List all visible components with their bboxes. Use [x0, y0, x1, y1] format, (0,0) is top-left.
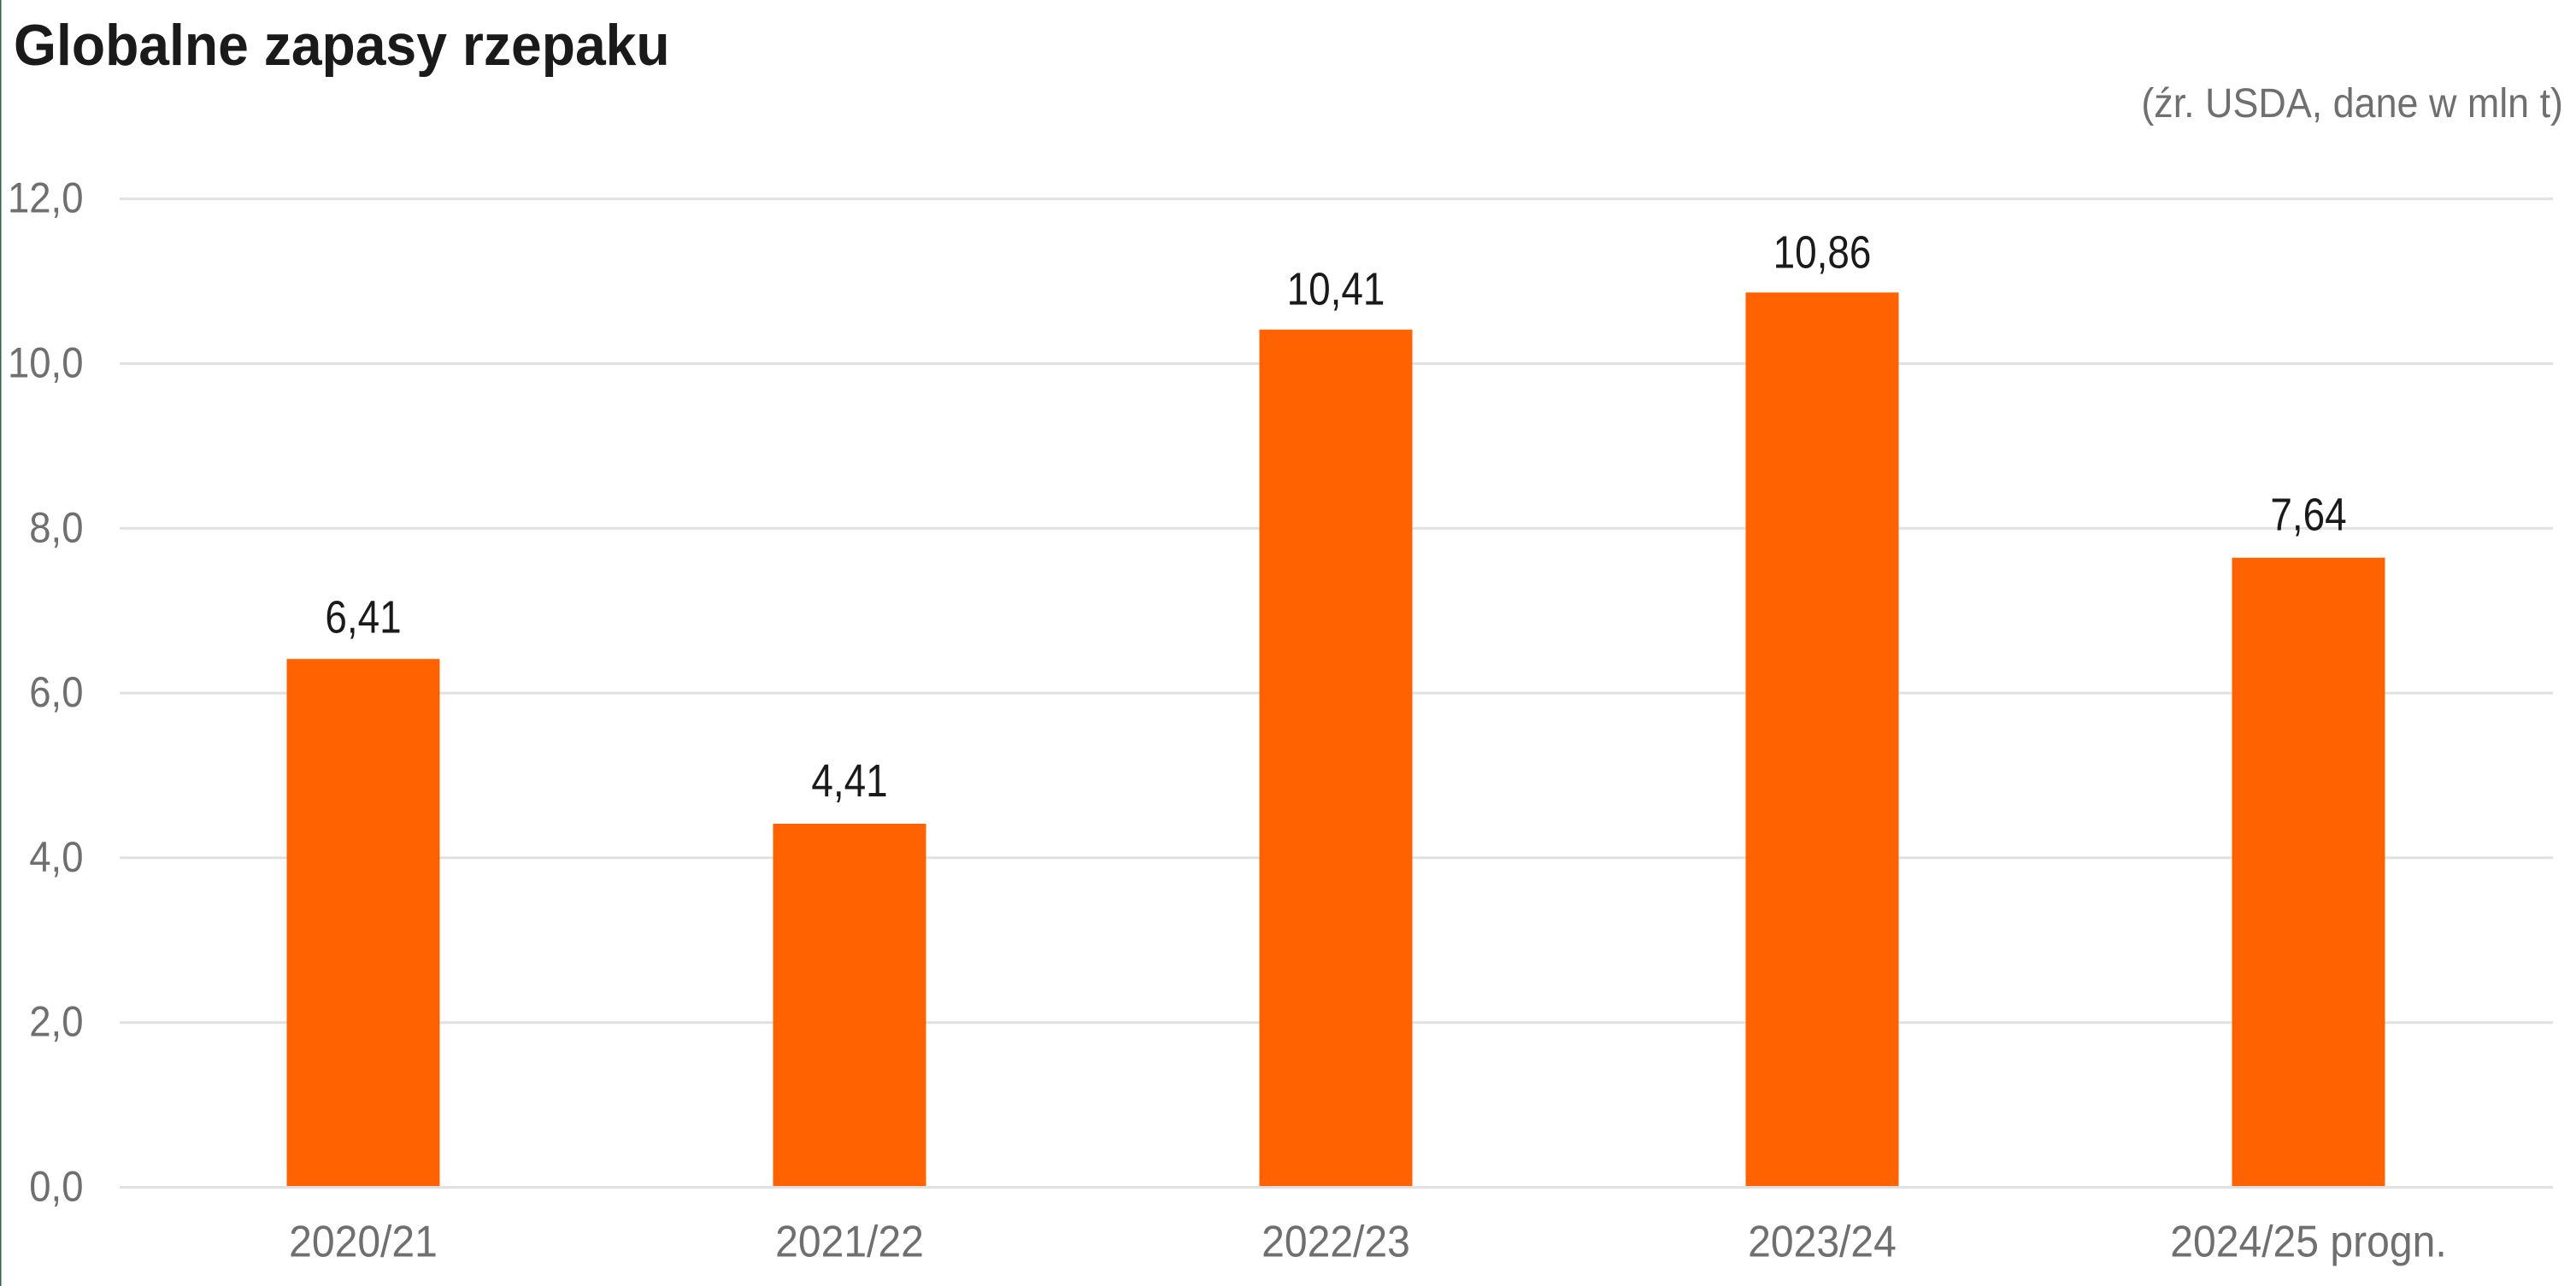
svg-text:2024/25 progn.: 2024/25 progn.: [2170, 1217, 2447, 1266]
svg-text:6,0: 6,0: [29, 669, 83, 716]
svg-text:2023/24: 2023/24: [1748, 1217, 1897, 1266]
svg-text:10,86: 10,86: [1773, 226, 1872, 278]
svg-text:4,0: 4,0: [29, 834, 83, 881]
svg-text:0,0: 0,0: [29, 1164, 83, 1211]
svg-text:10,0: 10,0: [8, 340, 84, 387]
svg-text:2,0: 2,0: [29, 999, 83, 1046]
svg-text:7,64: 7,64: [2270, 489, 2346, 540]
svg-text:6,41: 6,41: [325, 591, 401, 643]
svg-text:2020/21: 2020/21: [289, 1217, 438, 1266]
svg-text:(źr. USDA, dane w mln t): (źr. USDA, dane w mln t): [2141, 80, 2563, 126]
svg-text:10,41: 10,41: [1287, 263, 1385, 314]
svg-text:8,0: 8,0: [29, 504, 83, 551]
svg-text:12,0: 12,0: [8, 175, 84, 222]
svg-text:4,41: 4,41: [811, 755, 887, 807]
svg-text:2021/22: 2021/22: [775, 1217, 924, 1266]
svg-text:2022/23: 2022/23: [1262, 1217, 1410, 1266]
svg-text:Globalne zapasy rzepaku: Globalne zapasy rzepaku: [14, 13, 670, 78]
